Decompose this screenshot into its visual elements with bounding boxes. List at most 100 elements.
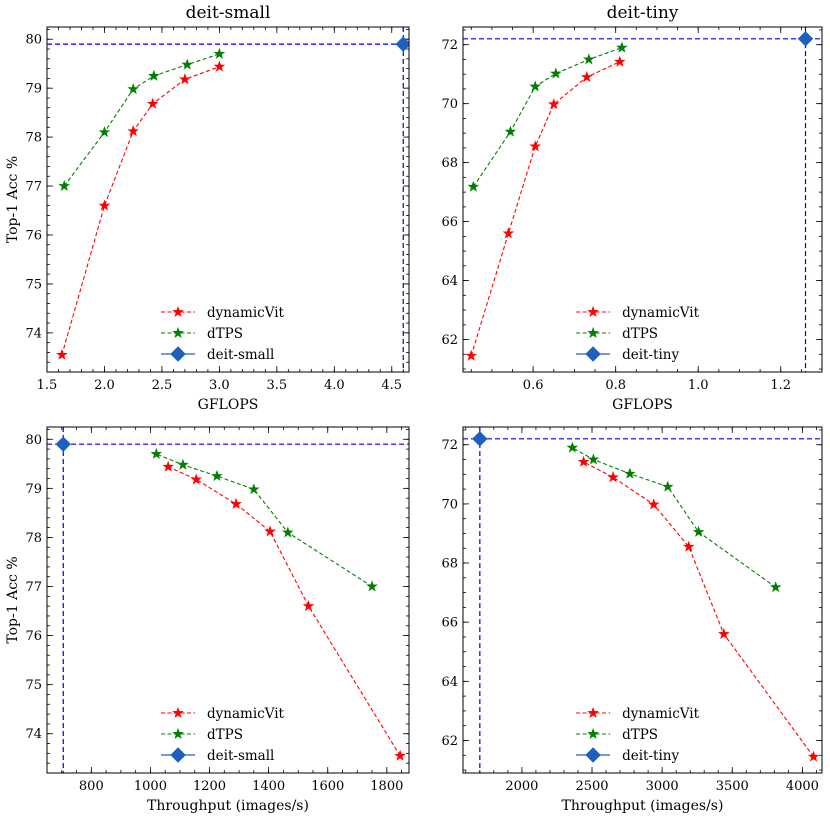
- data-point-dynamicVit: [302, 600, 315, 612]
- data-point-dynamicVit: [807, 750, 820, 762]
- legend-marker-star: [172, 727, 184, 739]
- x-tick-label: 1.0: [688, 378, 709, 393]
- data-point-dynamicVit: [502, 227, 515, 239]
- y-tick-label: 72: [441, 38, 458, 53]
- data-point-dynamicVit: [162, 460, 174, 472]
- data-point-dTPS: [769, 581, 782, 593]
- chart-panel-0: 1.5 2.0 2.5 3.0 3.5 4.0 4.5 74 75 76 77 78 79 80 deit-…: [5, 3, 410, 413]
- x-tick-label: 4.5: [381, 378, 402, 393]
- legend-label: dynamicVit: [622, 706, 700, 722]
- data-point-dynamicVit: [56, 348, 68, 360]
- data-point-dynamicVit: [127, 125, 140, 137]
- y-tick-label: 62: [441, 734, 458, 749]
- baseline-point-deit-small: [55, 436, 71, 452]
- y-tick-label: 64: [441, 274, 458, 289]
- data-point-dTPS: [366, 580, 378, 592]
- data-point-dynamicVit: [577, 455, 590, 467]
- data-point-dTPS: [127, 83, 139, 95]
- legend-marker-diamond: [170, 346, 186, 362]
- data-point-dynamicVit: [264, 525, 276, 537]
- series-line-dynamicVit: [61, 66, 220, 356]
- plot-area: [463, 27, 822, 372]
- data-point-dynamicVit: [613, 55, 626, 67]
- data-point-dTPS: [566, 441, 579, 453]
- legend-label: deit-small: [207, 748, 274, 764]
- axes-frame: [462, 426, 823, 774]
- chart-panel-3: 2000 2500 3000 3500 4000 62 64 66 68 70 72 Throughp…: [441, 426, 823, 814]
- data-point-dTPS: [583, 53, 595, 65]
- x-tick-label: 3.5: [266, 378, 287, 393]
- axes-frame: [46, 426, 410, 774]
- legend-label: dTPS: [622, 727, 658, 743]
- legend-marker-star: [172, 326, 184, 338]
- series-line-dTPS: [572, 447, 777, 588]
- axes-frame: [46, 26, 410, 373]
- data-point-dTPS: [148, 69, 160, 81]
- legend: dynamicVit dTPS deit-tiny: [576, 305, 700, 363]
- legend-marker-star: [587, 706, 599, 718]
- x-tick-label: 3000: [646, 779, 679, 794]
- legend-marker-star: [587, 326, 599, 338]
- y-tick-label: 78: [25, 531, 42, 546]
- data-point-dTPS: [213, 47, 226, 59]
- series-line-dynamicVit: [470, 61, 621, 356]
- x-axis-label: Throughput (images/s): [147, 798, 309, 814]
- legend-marker-star: [587, 305, 599, 317]
- data-point-dTPS: [587, 453, 600, 465]
- legend-label: dTPS: [622, 326, 658, 342]
- y-tick-label: 74: [25, 727, 42, 742]
- baseline-point-deit-tiny: [472, 431, 488, 447]
- x-tick-label: 4000: [786, 779, 819, 794]
- x-tick-label: 1000: [134, 779, 167, 794]
- legend: dynamicVit dTPS deit-tiny: [576, 706, 700, 764]
- series-line-dynamicVit: [167, 466, 401, 757]
- legend-label: dTPS: [207, 326, 243, 342]
- y-tick-label: 66: [441, 616, 458, 631]
- data-point-dTPS: [181, 58, 194, 70]
- data-point-dTPS: [467, 180, 480, 192]
- data-point-dynamicVit: [98, 199, 111, 211]
- legend-marker-diamond: [170, 747, 186, 763]
- y-tick-label: 76: [25, 228, 42, 243]
- y-tick-label: 64: [441, 675, 458, 690]
- baseline-point-deit-tiny: [797, 31, 814, 47]
- legend-label: deit-small: [207, 347, 274, 363]
- data-point-dTPS: [692, 525, 705, 537]
- legend-marker-diamond: [585, 747, 601, 763]
- data-point-dTPS: [529, 80, 542, 92]
- x-tick-label: 4.0: [324, 378, 345, 393]
- y-tick-label: 80: [25, 433, 42, 448]
- x-tick-label: 1.5: [37, 378, 58, 393]
- axes-frame: [462, 26, 823, 373]
- series-line-dTPS: [472, 47, 623, 188]
- plot-area: [463, 427, 822, 773]
- x-tick-label: 800: [79, 779, 104, 794]
- chart-panel-1: 0.6 0.8 1.0 1.2 62 64 66 68 70 72 deit-tiny GFLOPS d…: [441, 3, 823, 413]
- data-point-dynamicVit: [146, 97, 159, 109]
- x-tick-label: 2.5: [152, 378, 173, 393]
- data-point-dynamicVit: [230, 497, 242, 509]
- y-tick-label: 80: [25, 33, 42, 48]
- legend: dynamicVit dTPS deit-small: [161, 706, 285, 764]
- series-line-dynamicVit: [583, 461, 815, 758]
- plot-area: [47, 427, 409, 773]
- y-tick-label: 74: [25, 326, 42, 341]
- data-point-dTPS: [248, 483, 260, 495]
- x-axis-label: Throughput (images/s): [562, 798, 724, 814]
- data-point-dynamicVit: [580, 71, 593, 83]
- legend-label: dynamicVit: [207, 305, 285, 321]
- y-tick-label: 72: [441, 438, 458, 453]
- x-tick-label: 1200: [193, 779, 226, 794]
- legend: dynamicVit dTPS deit-small: [161, 305, 285, 363]
- y-axis-label: Top-1 Acc %: [5, 556, 21, 643]
- data-point-dTPS: [211, 469, 223, 482]
- legend-marker-star: [587, 727, 599, 739]
- data-point-dynamicVit: [179, 73, 191, 85]
- chart-title: deit-small: [186, 3, 271, 23]
- y-tick-label: 70: [441, 497, 458, 512]
- x-tick-label: 1400: [252, 779, 285, 794]
- y-tick-label: 68: [441, 156, 458, 171]
- x-tick-label: 0.8: [605, 378, 626, 393]
- series-line-dTPS: [156, 453, 373, 587]
